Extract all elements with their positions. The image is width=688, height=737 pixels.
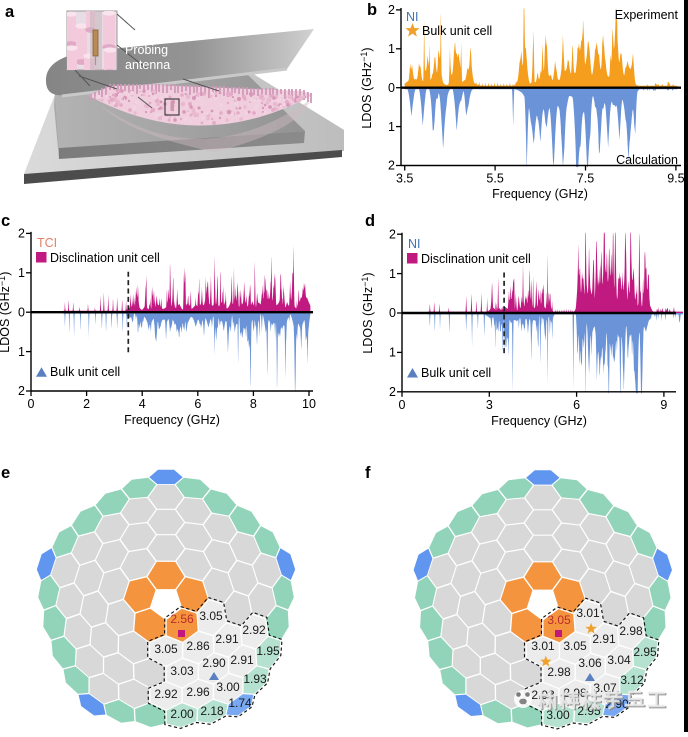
- svg-text:Experiment: Experiment: [615, 8, 679, 22]
- svg-text:3.5: 3.5: [396, 172, 413, 186]
- svg-text:e: e: [1, 464, 10, 482]
- svg-text:5.5: 5.5: [486, 172, 503, 186]
- svg-text:3.01: 3.01: [576, 606, 600, 620]
- svg-text:NI: NI: [406, 10, 419, 24]
- svg-text:1: 1: [389, 346, 396, 360]
- svg-text:b: b: [367, 1, 377, 19]
- svg-text:1.74: 1.74: [228, 696, 252, 710]
- svg-text:2.91: 2.91: [215, 632, 239, 646]
- svg-text:f: f: [365, 464, 371, 482]
- svg-text:3.12: 3.12: [620, 673, 644, 687]
- svg-text:0: 0: [389, 306, 396, 320]
- svg-text:3.05: 3.05: [199, 609, 223, 623]
- svg-text:0: 0: [18, 305, 25, 319]
- svg-text:antenna: antenna: [125, 58, 170, 72]
- svg-text:Bulk unit cell: Bulk unit cell: [50, 365, 120, 379]
- svg-text:2.86: 2.86: [186, 639, 210, 653]
- svg-text:4: 4: [139, 397, 146, 411]
- svg-text:2: 2: [18, 384, 25, 398]
- svg-text:3.03: 3.03: [170, 664, 194, 678]
- svg-text:TCI: TCI: [37, 236, 57, 250]
- svg-text:2.98: 2.98: [547, 665, 571, 679]
- svg-text:2.92: 2.92: [154, 687, 178, 701]
- svg-text:2.18: 2.18: [200, 704, 224, 718]
- svg-text:d: d: [365, 212, 375, 230]
- svg-text:0: 0: [28, 397, 35, 411]
- svg-text:3.00: 3.00: [216, 680, 240, 694]
- svg-text:c: c: [1, 212, 10, 230]
- svg-text:2: 2: [388, 159, 395, 173]
- svg-text:2.95: 2.95: [633, 645, 657, 659]
- svg-text:2.98: 2.98: [619, 624, 643, 638]
- svg-text:Calculation: Calculation: [616, 153, 678, 167]
- svg-text:3.04: 3.04: [607, 653, 631, 667]
- svg-text:3.00: 3.00: [546, 708, 570, 722]
- svg-text:1: 1: [389, 267, 396, 281]
- svg-text:Frequency (GHz): Frequency (GHz): [124, 413, 220, 427]
- svg-text:Disclination unit cell: Disclination unit cell: [421, 252, 531, 266]
- svg-text:2.91: 2.91: [230, 653, 254, 667]
- svg-text:10: 10: [302, 397, 316, 411]
- svg-text:8: 8: [250, 397, 257, 411]
- svg-text:2: 2: [18, 227, 25, 241]
- svg-text:3.01: 3.01: [531, 639, 555, 653]
- svg-text:9: 9: [660, 398, 667, 412]
- svg-text:Disclination unit cell: Disclination unit cell: [50, 251, 160, 265]
- svg-text:0: 0: [388, 81, 395, 95]
- svg-text:1: 1: [388, 120, 395, 134]
- svg-text:2: 2: [83, 397, 90, 411]
- svg-text:2: 2: [388, 3, 395, 17]
- svg-text:9.5: 9.5: [667, 172, 684, 186]
- svg-text:2: 2: [389, 385, 396, 399]
- svg-text:NI: NI: [408, 237, 421, 251]
- svg-text:3.05: 3.05: [547, 613, 571, 627]
- svg-text:0: 0: [399, 398, 406, 412]
- svg-text:2.56: 2.56: [170, 612, 194, 626]
- svg-text:1.95: 1.95: [256, 644, 280, 658]
- svg-text:Frequency (GHz): Frequency (GHz): [491, 414, 587, 428]
- svg-text:2.96: 2.96: [186, 685, 210, 699]
- svg-text:7.5: 7.5: [577, 172, 594, 186]
- svg-text:3.07: 3.07: [593, 681, 617, 695]
- svg-text:6: 6: [573, 398, 580, 412]
- svg-text:2.92: 2.92: [242, 623, 266, 637]
- svg-text:6: 6: [194, 397, 201, 411]
- svg-text:1.93: 1.93: [243, 672, 267, 686]
- svg-text:Bulk unit cell: Bulk unit cell: [421, 366, 491, 380]
- svg-text:LDOS (GHz−1): LDOS (GHz−1): [359, 47, 374, 128]
- svg-text:Bulk unit cell: Bulk unit cell: [422, 24, 492, 38]
- svg-text:LDOS (GHz−1): LDOS (GHz−1): [360, 272, 375, 353]
- svg-text:Probing: Probing: [125, 43, 168, 57]
- svg-text:3.05: 3.05: [154, 642, 178, 656]
- svg-text:1: 1: [388, 42, 395, 56]
- svg-text:a: a: [5, 3, 15, 21]
- svg-text:2.90: 2.90: [202, 656, 226, 670]
- svg-text:Frequency (GHz): Frequency (GHz): [492, 187, 588, 201]
- svg-text:2.91: 2.91: [592, 632, 616, 646]
- svg-text:3.05: 3.05: [563, 639, 587, 653]
- svg-text:1: 1: [18, 266, 25, 280]
- svg-text:1: 1: [18, 345, 25, 359]
- svg-text:LDOS (GHz−1): LDOS (GHz−1): [0, 272, 12, 353]
- svg-text:2: 2: [389, 227, 396, 241]
- svg-text:3: 3: [486, 398, 493, 412]
- svg-text:2.00: 2.00: [170, 707, 194, 721]
- svg-text:3.06: 3.06: [578, 656, 602, 670]
